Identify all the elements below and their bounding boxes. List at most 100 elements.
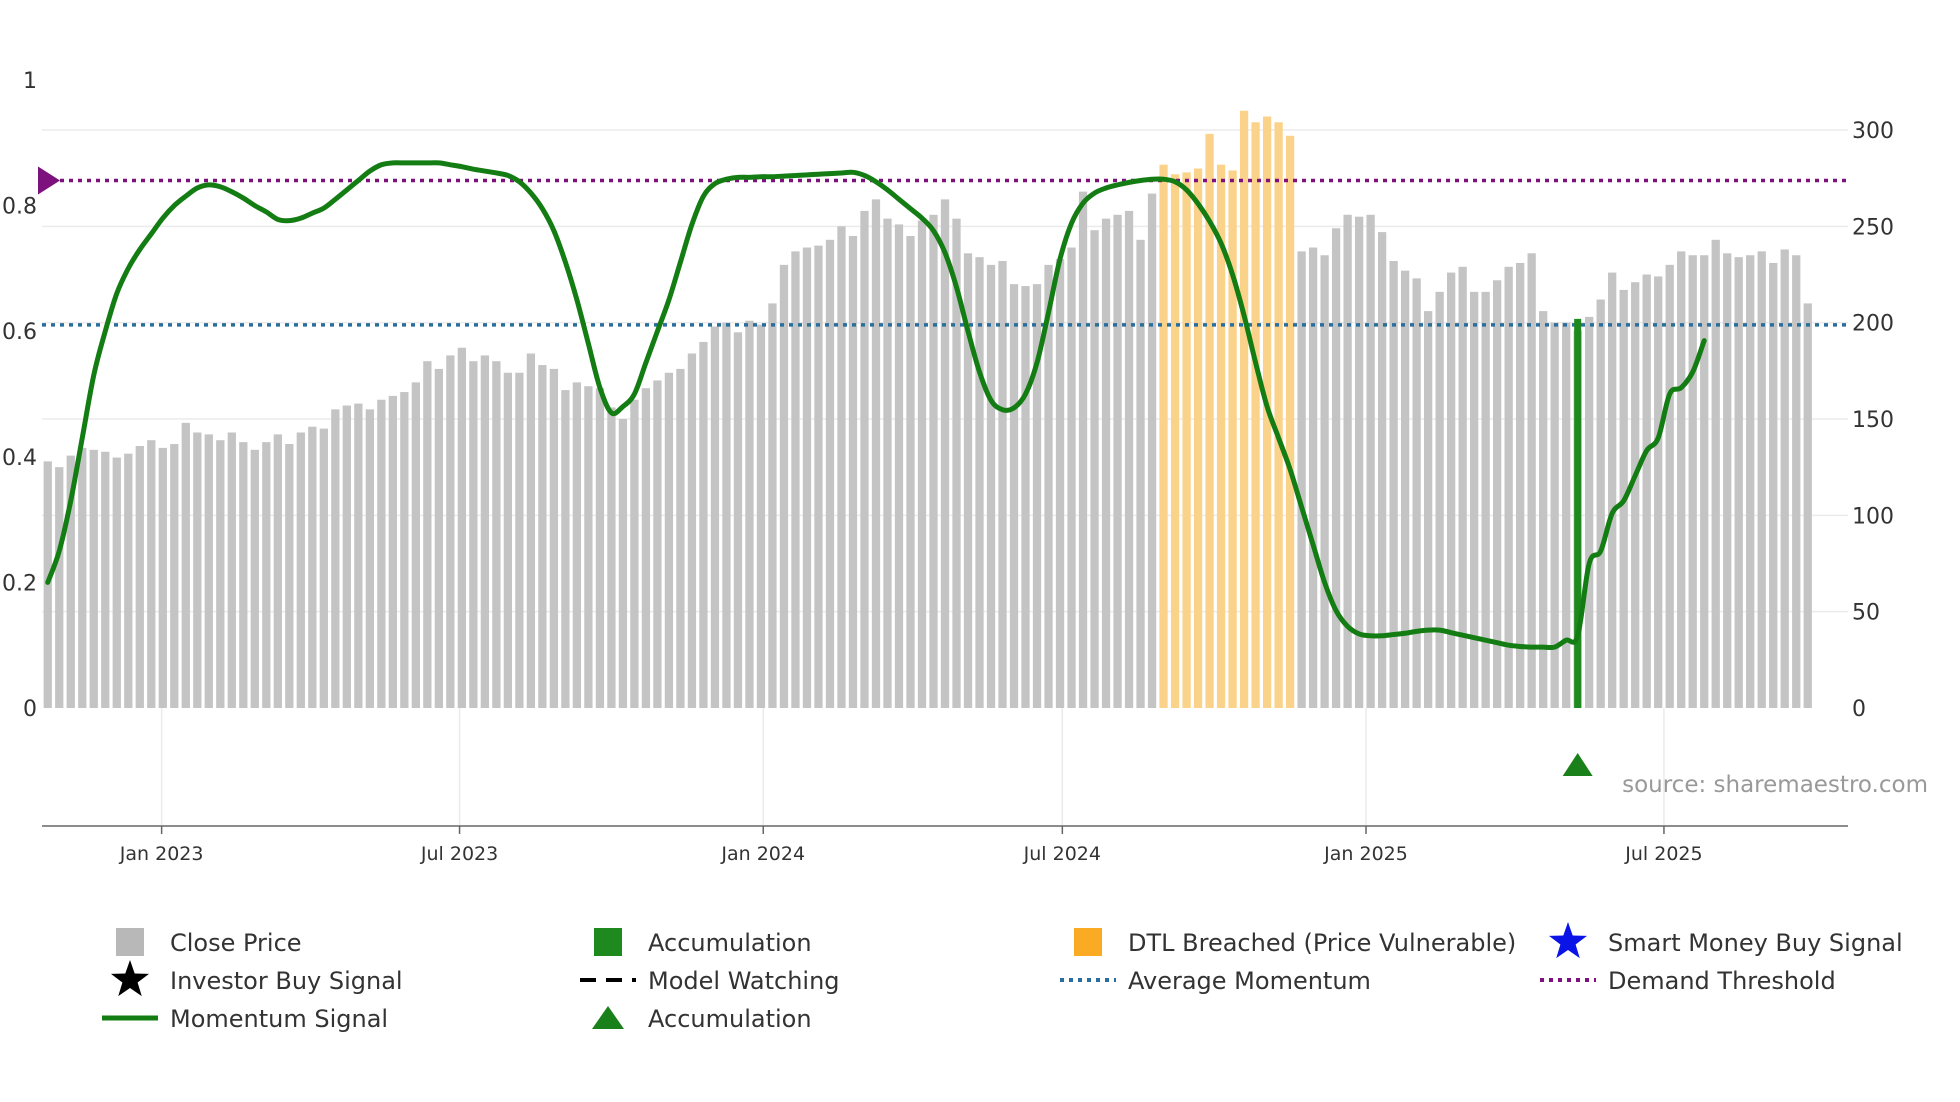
close-price-bar bbox=[1435, 291, 1444, 708]
legend-label: Demand Threshold bbox=[1608, 967, 1836, 995]
right-tick-label: 50 bbox=[1852, 601, 1880, 626]
close-price-bar bbox=[538, 365, 547, 708]
close-price-bar bbox=[1446, 272, 1456, 708]
legend-item: Close Price bbox=[116, 928, 302, 957]
close-price-bar bbox=[561, 390, 570, 708]
dtl-breached-bar bbox=[1193, 168, 1203, 709]
close-price-bar bbox=[319, 428, 328, 708]
close-price-bar bbox=[699, 341, 708, 708]
right-tick-label: 250 bbox=[1852, 215, 1894, 240]
close-price-bar bbox=[1377, 232, 1387, 708]
right-tick-label: 200 bbox=[1852, 312, 1894, 337]
close-price-bar bbox=[1493, 280, 1502, 708]
close-price-bar bbox=[158, 447, 167, 708]
close-price-bar bbox=[1780, 249, 1789, 708]
close-price-bar bbox=[342, 405, 351, 708]
close-price-bar bbox=[1320, 255, 1329, 708]
legend-label: Average Momentum bbox=[1128, 967, 1371, 995]
close-price-bar bbox=[1113, 214, 1122, 709]
close-price-bar bbox=[135, 445, 144, 708]
close-price-bar bbox=[170, 444, 179, 708]
dtl-breached-bar bbox=[1216, 164, 1226, 708]
close-price-bar bbox=[1101, 218, 1111, 709]
close-price-bar bbox=[1308, 247, 1318, 708]
close-price-bar bbox=[641, 388, 651, 708]
close-price-bar bbox=[837, 226, 846, 709]
left-tick-label: 0.8 bbox=[2, 195, 37, 220]
close-price-bar bbox=[1470, 291, 1479, 708]
x-tick-label: Jul 2024 bbox=[1023, 843, 1101, 865]
accumulation-triangle bbox=[1562, 753, 1593, 776]
close-price-bar bbox=[722, 322, 731, 708]
left-tick-label: 0 bbox=[23, 697, 37, 722]
close-price-bar bbox=[181, 422, 190, 708]
legend-label: Momentum Signal bbox=[170, 1005, 388, 1033]
close-price-bar bbox=[250, 449, 259, 708]
overlay-lines bbox=[38, 160, 1848, 776]
close-price-bar bbox=[1055, 259, 1065, 708]
close-price-bar bbox=[618, 419, 628, 708]
close-price-bar bbox=[216, 440, 225, 708]
close-price-bar bbox=[1723, 253, 1732, 708]
left-tick-label: 0.6 bbox=[2, 320, 37, 345]
close-price-bar bbox=[457, 347, 467, 708]
close-price-bar bbox=[664, 372, 674, 708]
dtl-breached-bar bbox=[1182, 172, 1191, 709]
momentum-signal-line bbox=[45, 160, 1707, 651]
close-price-bar bbox=[469, 361, 478, 708]
close-price-bar bbox=[1067, 247, 1076, 708]
close-price-bar bbox=[1516, 262, 1525, 708]
close-price-bar bbox=[1090, 230, 1099, 709]
close-price-bar bbox=[1124, 210, 1134, 709]
close-price-bar bbox=[331, 409, 340, 708]
legend-item: Demand Threshold bbox=[1540, 967, 1836, 995]
close-price-bar bbox=[894, 224, 904, 708]
close-price-bar bbox=[906, 235, 915, 708]
dtl-breached-bar bbox=[1239, 110, 1249, 708]
close-price-bar bbox=[549, 368, 559, 708]
close-price-bar bbox=[1021, 286, 1030, 708]
close-price-bar bbox=[814, 245, 823, 708]
close-price-bar bbox=[1550, 322, 1559, 708]
legend-item: Momentum Signal bbox=[102, 1005, 388, 1033]
dtl-breached-bar bbox=[1251, 122, 1260, 708]
legend: Close Price Accumulation DTL Breached (Pri… bbox=[102, 922, 1903, 1033]
legend-item: DTL Breached (Price Vulnerable) bbox=[1074, 928, 1516, 957]
legend-item: Average Momentum bbox=[1060, 967, 1371, 995]
close-price-bar bbox=[1631, 282, 1640, 708]
close-price-bar bbox=[1792, 255, 1801, 708]
close-price-bar bbox=[572, 382, 582, 708]
close-price-bar bbox=[285, 444, 294, 708]
accumulation-triangle-legend-icon bbox=[592, 1006, 624, 1029]
legend-label: Accumulation bbox=[648, 929, 812, 957]
close-price-bar bbox=[434, 368, 444, 708]
close-price-bar bbox=[1746, 255, 1755, 708]
close-price-bar bbox=[1527, 253, 1536, 708]
close-price-bar bbox=[124, 453, 133, 708]
close-price-bar bbox=[1562, 322, 1571, 708]
close-price-bar bbox=[1700, 255, 1709, 708]
dtl-legend-swatch bbox=[1074, 928, 1102, 956]
close-price-bar bbox=[411, 382, 420, 708]
close-price-bar bbox=[480, 355, 490, 708]
close-price-bar bbox=[1078, 191, 1088, 709]
dtl-breached-bar bbox=[1285, 135, 1295, 708]
close-price-bar bbox=[756, 324, 766, 708]
close-price-bar bbox=[1711, 239, 1720, 708]
right-tick-label: 0 bbox=[1852, 697, 1866, 722]
close-price-bar bbox=[607, 407, 616, 708]
close-price-bar bbox=[1343, 214, 1352, 709]
right-tick-label: 300 bbox=[1852, 119, 1894, 144]
dtl-breached-bar bbox=[1170, 174, 1180, 708]
close-price-bar bbox=[1665, 264, 1674, 708]
legend-label: Close Price bbox=[170, 929, 302, 957]
close-price-bar bbox=[101, 451, 110, 708]
left-tick-label: 0.2 bbox=[2, 571, 37, 596]
close-price-bar bbox=[296, 432, 305, 708]
close-price-bar bbox=[1331, 228, 1341, 708]
close-price-bar bbox=[963, 253, 973, 708]
close-price-bar bbox=[860, 210, 869, 709]
close-price-bar bbox=[779, 264, 789, 708]
close-price-bar bbox=[848, 235, 858, 708]
close-price-bar bbox=[676, 368, 685, 708]
